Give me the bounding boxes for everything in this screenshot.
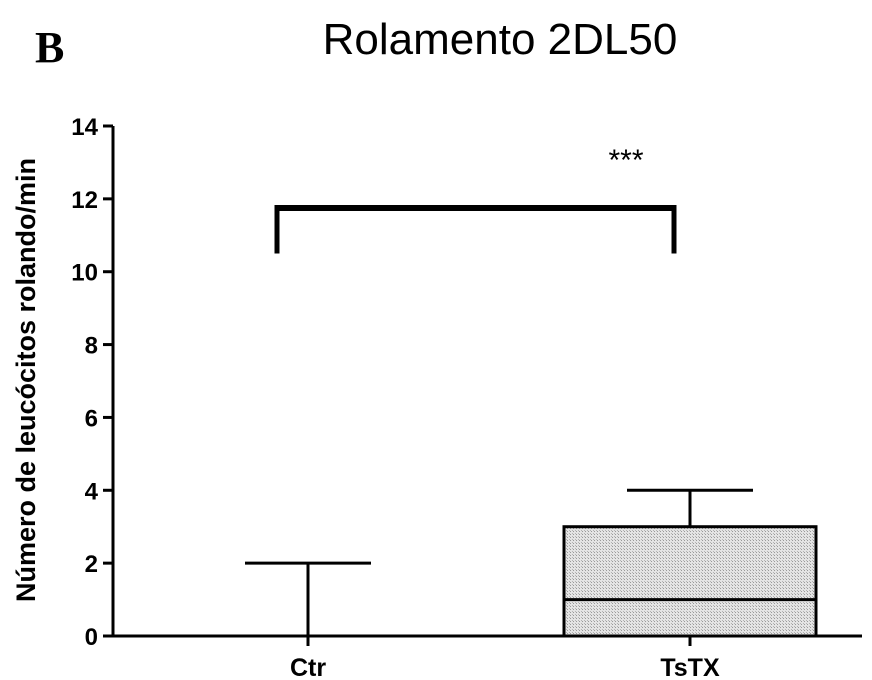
significance-label: ***: [608, 144, 643, 177]
chart-marks: [245, 488, 818, 638]
significance-annotation: ***: [274, 144, 677, 254]
axes: 0 2 4 6 8 10 12 14 Ctr TsTX: [71, 114, 862, 680]
y-tick-label: 10: [71, 260, 98, 287]
box-ctr: [245, 561, 371, 636]
y-tick-label: 6: [85, 405, 98, 432]
y-tick-label: 12: [71, 187, 98, 214]
box-body: [562, 525, 818, 638]
y-tick-label: 4: [85, 478, 99, 505]
y-tick-label: 2: [85, 551, 98, 578]
y-tick-label: 8: [85, 333, 98, 360]
chart-title: Rolamento 2DL50: [323, 15, 678, 64]
x-tick-label: TsTX: [660, 654, 720, 680]
panel-label: B: [35, 23, 64, 72]
box-tstx: [562, 488, 818, 638]
y-tick-label: 14: [71, 114, 98, 141]
y-axis-label: Número de leucócitos rolando/min: [11, 158, 41, 602]
y-tick-label: 0: [85, 624, 98, 651]
x-tick-label: Ctr: [290, 654, 326, 680]
